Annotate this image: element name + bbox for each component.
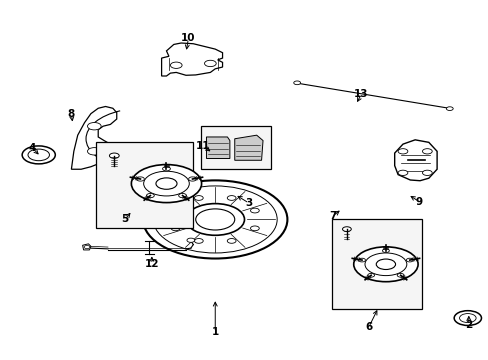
Ellipse shape	[422, 170, 431, 175]
Ellipse shape	[293, 81, 300, 85]
Bar	[200, 126, 271, 169]
Ellipse shape	[453, 311, 481, 325]
Text: 4: 4	[29, 143, 36, 153]
Ellipse shape	[194, 239, 203, 243]
Ellipse shape	[171, 226, 180, 231]
Ellipse shape	[84, 246, 90, 249]
Polygon shape	[234, 135, 263, 160]
Polygon shape	[206, 137, 229, 158]
Ellipse shape	[406, 258, 412, 262]
Text: 11: 11	[195, 141, 210, 151]
Text: 10: 10	[181, 33, 195, 43]
Polygon shape	[82, 244, 91, 250]
Ellipse shape	[188, 177, 196, 181]
Text: 6: 6	[365, 322, 372, 332]
Text: 1: 1	[211, 327, 219, 337]
Ellipse shape	[195, 209, 234, 230]
Text: 7: 7	[329, 211, 336, 221]
Ellipse shape	[364, 253, 406, 276]
Ellipse shape	[353, 247, 417, 282]
Ellipse shape	[396, 274, 403, 277]
Ellipse shape	[342, 227, 350, 231]
Ellipse shape	[136, 177, 144, 181]
Ellipse shape	[194, 195, 203, 201]
Ellipse shape	[170, 62, 182, 68]
Ellipse shape	[459, 314, 475, 323]
Ellipse shape	[22, 146, 55, 164]
Text: 8: 8	[68, 109, 75, 119]
Ellipse shape	[397, 149, 407, 154]
Ellipse shape	[156, 178, 177, 189]
Text: 12: 12	[144, 259, 159, 269]
Ellipse shape	[143, 180, 287, 258]
Ellipse shape	[204, 60, 216, 67]
Bar	[331, 220, 422, 309]
Text: 13: 13	[353, 89, 368, 99]
Ellipse shape	[171, 208, 180, 213]
Ellipse shape	[186, 238, 194, 242]
Polygon shape	[71, 107, 117, 169]
Ellipse shape	[250, 226, 259, 231]
Ellipse shape	[87, 148, 101, 155]
Ellipse shape	[28, 149, 49, 161]
Ellipse shape	[446, 107, 452, 111]
Ellipse shape	[143, 171, 189, 196]
Ellipse shape	[227, 195, 236, 201]
Text: 5: 5	[121, 215, 128, 224]
Ellipse shape	[109, 153, 119, 158]
Bar	[96, 142, 193, 228]
Ellipse shape	[162, 167, 170, 171]
Polygon shape	[394, 140, 436, 181]
Ellipse shape	[422, 149, 431, 154]
Text: 9: 9	[415, 197, 422, 207]
Text: 2: 2	[464, 320, 471, 330]
Polygon shape	[161, 43, 222, 76]
Ellipse shape	[375, 259, 395, 270]
Ellipse shape	[382, 249, 388, 252]
Ellipse shape	[358, 258, 365, 262]
Ellipse shape	[227, 239, 236, 243]
Ellipse shape	[178, 193, 186, 198]
Ellipse shape	[250, 208, 259, 213]
Ellipse shape	[87, 122, 101, 130]
Text: 3: 3	[245, 198, 252, 208]
Ellipse shape	[397, 170, 407, 175]
Ellipse shape	[367, 274, 374, 277]
Ellipse shape	[185, 204, 244, 235]
Ellipse shape	[131, 165, 201, 203]
Ellipse shape	[146, 193, 154, 198]
